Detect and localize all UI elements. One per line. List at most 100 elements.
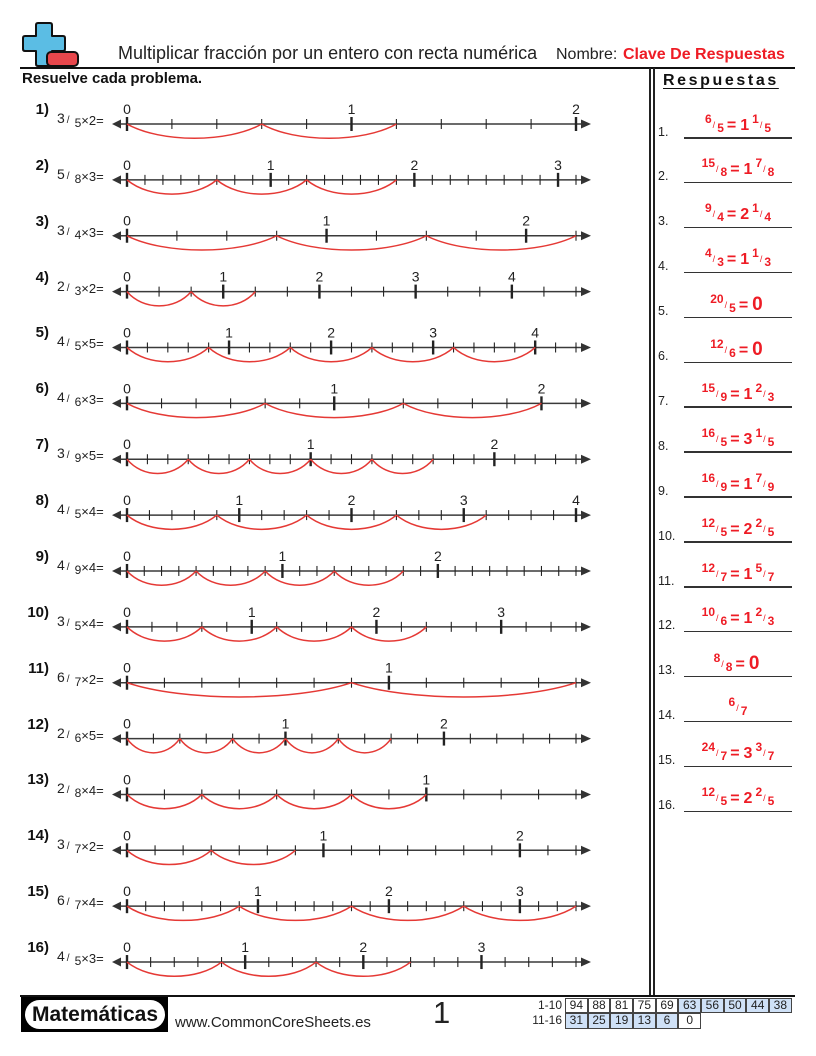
answer-number: 12.	[658, 618, 676, 633]
answer-slash: /	[763, 793, 766, 803]
answer-line	[684, 137, 792, 139]
tick-label: 4	[508, 269, 516, 285]
website-link[interactable]: www.CommonCoreSheets.es	[175, 1014, 371, 1031]
problem-expression: 4/ 5×4=	[57, 502, 104, 521]
jump-arc	[126, 179, 218, 195]
left-arrow-icon	[112, 566, 121, 576]
left-arrow-icon	[112, 622, 121, 632]
tick-label: 3	[516, 883, 524, 899]
jump-arc	[284, 738, 339, 754]
fraction-numerator: 3	[57, 221, 65, 238]
answer-denominator: 6	[720, 614, 728, 629]
answer-mixed-numerator: 2	[755, 605, 763, 620]
jump-arc	[221, 961, 317, 977]
tick-label: 0	[123, 269, 131, 285]
tick-label: 0	[123, 939, 131, 955]
left-arrow-icon	[112, 678, 121, 688]
tick-label: 1	[330, 380, 338, 396]
fraction-numerator: 3	[57, 612, 65, 629]
answer-slash: /	[763, 748, 766, 759]
answer-mixed-denominator: 7	[767, 749, 775, 764]
number-line: 0 1 2	[112, 380, 591, 419]
fraction-numerator: 4	[57, 556, 65, 573]
tick-label: 1	[248, 604, 256, 620]
brand-label: Matemáticas	[25, 1000, 165, 1029]
jump-arc	[190, 291, 256, 307]
answer-whole: 1	[743, 385, 753, 403]
jump-arc	[126, 123, 263, 139]
answer-value: 9/4 = 2 1/4	[684, 201, 792, 225]
tick-label: 0	[123, 213, 131, 229]
answer-denominator: 5	[720, 434, 728, 449]
answer-line	[684, 226, 792, 229]
answer-equals: =	[738, 342, 749, 359]
multiplier-suffix: ×3=	[81, 224, 104, 240]
tick-label: 1	[282, 716, 290, 732]
answer-value: 16/9 = 1 7/9	[684, 471, 792, 495]
answer-slash: /	[759, 254, 763, 265]
answer-equals: =	[726, 116, 737, 134]
jump-arc	[126, 738, 181, 754]
answer-denominator: 5	[720, 524, 728, 539]
tick-label: 0	[123, 771, 131, 787]
left-arrow-icon	[112, 454, 121, 464]
jump-arc	[179, 738, 234, 754]
score-cell: 88	[587, 997, 611, 1014]
left-arrow-icon	[112, 119, 121, 129]
jump-arc	[201, 793, 278, 810]
answer-mixed-denominator: 5	[767, 434, 775, 449]
answer-denominator: 8	[725, 660, 733, 675]
jump-arc	[126, 514, 218, 530]
jump-arc	[276, 235, 427, 251]
jump-arc	[371, 346, 455, 363]
tick-label: 2	[440, 716, 448, 732]
answer-mixed-numerator: 1	[752, 246, 759, 261]
tick-label: 2	[490, 436, 498, 452]
jump-arc	[310, 458, 373, 475]
right-arrow-icon	[581, 789, 591, 799]
jump-arc	[126, 346, 210, 363]
problem-expression: 3/ 5×2=	[57, 111, 104, 130]
jump-arc	[126, 235, 278, 251]
score-cell: 13	[633, 1013, 656, 1029]
right-arrow-icon	[581, 454, 591, 464]
jump-arc	[306, 514, 397, 530]
left-arrow-icon	[112, 398, 121, 408]
answer-slash: /	[716, 793, 719, 803]
answer-line	[684, 316, 792, 319]
problem-number: 4)	[35, 268, 49, 286]
answer-slash: /	[724, 300, 728, 311]
multiplier-suffix: ×4=	[81, 504, 104, 520]
answer-denominator: 8	[720, 165, 728, 180]
answer-number: 9.	[658, 483, 669, 498]
answer-value: 6/7	[684, 695, 792, 719]
answer-whole: 0	[752, 294, 763, 316]
answer-mixed-denominator: 3	[767, 614, 775, 629]
answer-number: 13.	[658, 663, 676, 678]
fraction-slash: /	[66, 338, 70, 350]
tick-label: 1	[254, 883, 262, 899]
answer-value: 20/5 = 0	[684, 292, 792, 316]
right-arrow-icon	[581, 510, 591, 520]
answer-value: 12/5 = 2 2/5	[684, 516, 792, 540]
answer-mixed-numerator: 3	[755, 740, 763, 755]
tick-label: 0	[123, 101, 131, 117]
jump-arc	[210, 849, 296, 866]
score-cell: 6	[655, 1013, 679, 1029]
number-line: 0 1 2	[112, 213, 591, 251]
jump-arc	[201, 626, 278, 642]
problem-expression: 2/ 6×5=	[57, 726, 104, 745]
fraction-numerator: 3	[57, 836, 65, 853]
answer-number: 11.	[658, 573, 675, 588]
problem-expression: 4/ 9×4=	[57, 556, 104, 577]
multiplier-suffix: ×4=	[81, 783, 104, 799]
tick-label: 0	[123, 660, 131, 676]
number-line: 0 1 2 3	[112, 157, 591, 195]
fraction-slash: /	[66, 897, 70, 909]
answer-slash: /	[716, 568, 719, 579]
tick-label: 2	[385, 883, 393, 899]
number-line: 0 1 2	[112, 101, 591, 139]
tick-label: 2	[538, 380, 546, 396]
jump-arc	[208, 346, 291, 363]
